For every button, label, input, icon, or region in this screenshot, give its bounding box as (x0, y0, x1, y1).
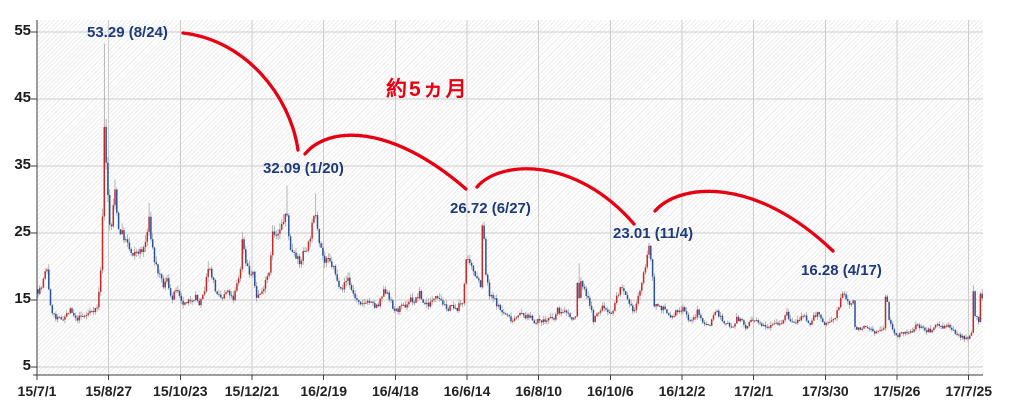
peak-annotation-26-72: 26.72 (6/27) (450, 200, 531, 217)
x-axis-tick-label: 17/2/1 (734, 383, 774, 399)
decline-arcs (181, 31, 835, 253)
x-axis-tick-label: 16/6/14 (443, 383, 491, 399)
y-axis-tick-label: 25 (14, 223, 31, 240)
y-axis-tick-label: 35 (14, 156, 31, 173)
x-axis-tick-label: 15/8/27 (85, 383, 133, 399)
peak-annotation-16-28: 16.28 (4/17) (801, 262, 882, 279)
x-axis-tick-label: 16/12/2 (658, 383, 706, 399)
peak-annotation-23-01: 23.01 (11/4) (613, 225, 694, 242)
y-axis-tick-label: 15 (14, 290, 31, 307)
x-axis-tick-label: 15/10/23 (153, 383, 208, 399)
x-axis-tick-label: 17/3/30 (801, 383, 849, 399)
x-axis-tick-label: 16/8/10 (515, 383, 563, 399)
x-axis-tick-label: 17/5/26 (873, 383, 921, 399)
x-axis-tick-label: 17/7/25 (945, 383, 993, 399)
x-axis-tick-label: 16/4/18 (371, 383, 419, 399)
y-axis-tick-label: 55 (14, 22, 31, 39)
x-axis-tick-label: 15/7/1 (17, 383, 57, 399)
x-axis-tick-label: 16/10/6 (586, 383, 634, 399)
y-axis-tick-label: 45 (14, 89, 31, 106)
peak-annotation-53-29: 53.29 (8/24) (87, 24, 168, 41)
duration-annotation: 約5ヵ月 (386, 78, 469, 101)
y-axis-tick-label: 5 (22, 357, 31, 374)
x-axis-tick-label: 16/2/19 (300, 383, 348, 399)
x-axis-tick-label: 15/12/21 (224, 383, 280, 399)
peak-annotation-32-09: 32.09 (1/20) (263, 160, 344, 177)
